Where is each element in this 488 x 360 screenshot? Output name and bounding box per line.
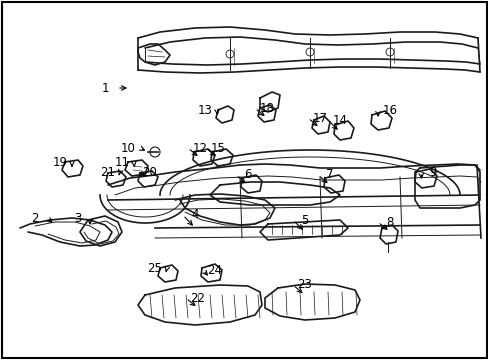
Text: 23: 23 [297, 279, 312, 292]
Text: 4: 4 [191, 208, 198, 221]
Text: 24: 24 [207, 264, 222, 276]
Text: 6: 6 [244, 168, 251, 181]
Text: 1: 1 [101, 81, 108, 94]
Text: 7: 7 [325, 168, 333, 181]
Text: 13: 13 [197, 104, 212, 117]
Text: 21: 21 [101, 166, 115, 179]
Text: 25: 25 [147, 261, 162, 274]
Text: 15: 15 [210, 141, 225, 154]
Text: 18: 18 [259, 102, 274, 114]
Text: 19: 19 [52, 157, 67, 170]
Circle shape [385, 48, 393, 56]
Text: 5: 5 [301, 213, 308, 226]
Circle shape [305, 48, 313, 56]
Text: 10: 10 [121, 141, 135, 154]
Text: 22: 22 [190, 292, 205, 305]
Text: 20: 20 [142, 166, 157, 179]
Text: 12: 12 [192, 141, 207, 154]
Text: 3: 3 [74, 211, 81, 225]
Text: 2: 2 [31, 211, 39, 225]
Circle shape [150, 147, 160, 157]
Text: 17: 17 [312, 112, 327, 125]
Text: 8: 8 [386, 216, 393, 229]
Text: 14: 14 [332, 113, 347, 126]
Text: 9: 9 [428, 166, 436, 179]
Circle shape [225, 50, 234, 58]
Text: 16: 16 [382, 104, 397, 117]
Text: 11: 11 [114, 157, 129, 170]
